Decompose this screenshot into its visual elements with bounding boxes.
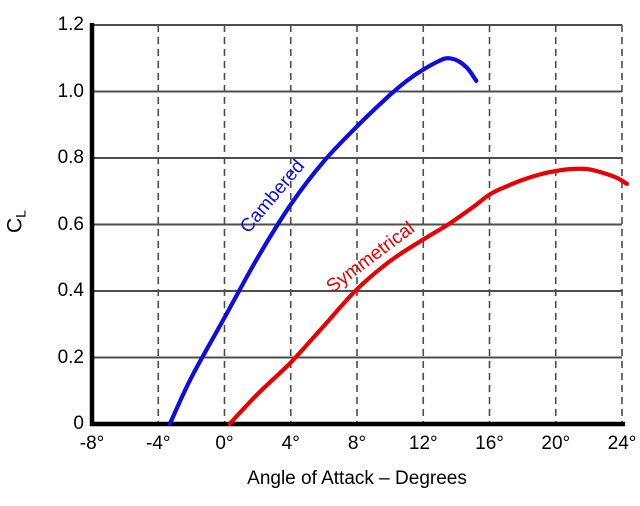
y-tick-label: 0.6	[57, 213, 84, 235]
x-tick-label: 12°	[408, 433, 438, 454]
x-tick-label: 4°	[281, 433, 300, 454]
y-tick-label: 0.4	[57, 280, 84, 301]
y-tick-label: 1.0	[57, 80, 84, 102]
y-axis-title-main: C	[3, 217, 27, 233]
x-tick-label: 0°	[215, 433, 234, 454]
x-axis-title: Angle of Attack – Degrees	[247, 468, 467, 489]
x-tick-label: 20°	[541, 433, 571, 454]
x-tick-label: 24°	[607, 433, 637, 454]
x-tick-label: -4°	[146, 433, 171, 454]
x-tick-label: 8°	[347, 433, 367, 454]
y-tick-label: 0.2	[57, 346, 84, 368]
y-axis-title: CL	[4, 192, 29, 252]
cambered-curve	[167, 56, 479, 427]
symmetrical-curve	[227, 166, 630, 427]
y-tick-label: 0.8	[57, 147, 84, 168]
x-tick-label: 16°	[475, 433, 504, 454]
y-tick-label: 1.2	[57, 14, 84, 35]
y-axis-title-subscript: L	[12, 210, 29, 218]
y-tick-label: 0	[73, 413, 84, 434]
x-tick-label: -8°	[79, 433, 105, 454]
